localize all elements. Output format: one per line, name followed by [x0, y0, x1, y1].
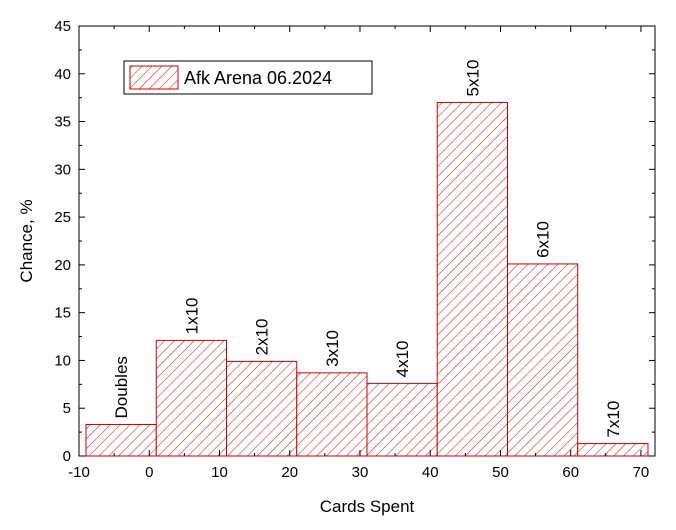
bars-group: [85, 101, 649, 457]
x-tick-label-0: -10: [68, 464, 90, 481]
legend-label: Afk Arena 06.2024: [184, 68, 332, 88]
x-tick-label-1: 0: [145, 464, 153, 481]
bar-label-2: 2x10: [253, 319, 272, 356]
legend-swatch: [129, 65, 179, 90]
bar-1: [155, 339, 228, 457]
bar-3: [296, 372, 368, 457]
bar-2: [226, 360, 298, 457]
x-tick-label-4: 30: [352, 464, 369, 481]
x-tick-label-8: 70: [633, 464, 650, 481]
bar-label-4: 4x10: [393, 341, 412, 378]
bar-label-7: 7x10: [604, 401, 623, 438]
y-axis-title: Chance, %: [17, 199, 36, 282]
y-tick-label-6: 30: [54, 161, 71, 178]
bar-6: [506, 263, 579, 457]
bar-5: [436, 101, 508, 457]
bar-label-3: 3x10: [323, 330, 342, 367]
x-axis-title: Cards Spent: [320, 497, 415, 516]
bar-label-1: 1x10: [182, 298, 201, 335]
x-tick-label-2: 10: [211, 464, 228, 481]
x-tick-label-5: 40: [422, 464, 439, 481]
y-tick-label-2: 10: [54, 352, 71, 369]
y-tick-label-7: 35: [54, 114, 71, 131]
y-tick-label-0: 0: [63, 448, 71, 465]
bar-label-6: 6x10: [534, 221, 553, 258]
bar-labels-group: Doubles 1x10 2x10 3x10 4x10 5x10 6x10 7x10: [112, 60, 623, 438]
y-tick-label-9: 45: [54, 18, 71, 35]
y-tick-label-1: 5: [63, 400, 71, 417]
x-tick-label-6: 50: [492, 464, 509, 481]
x-tick-label-3: 20: [281, 464, 298, 481]
bar-0: [85, 423, 157, 457]
bar-label-0: Doubles: [112, 356, 131, 418]
y-tick-label-5: 25: [54, 209, 71, 226]
x-axis: -10 0 10 20 30 40 50 60 70: [68, 26, 649, 481]
y-tick-label-3: 15: [54, 305, 71, 322]
y-tick-label-8: 40: [54, 66, 71, 83]
bar-label-5: 5x10: [463, 60, 482, 97]
y-axis: 0 5 10 15 20 25 30 35 40 45: [54, 18, 655, 465]
bar-4: [366, 382, 438, 457]
x-tick-label-7: 60: [562, 464, 579, 481]
y-tick-label-4: 20: [54, 257, 71, 274]
bar-7: [577, 443, 649, 457]
legend: Afk Arena 06.2024: [123, 60, 373, 95]
